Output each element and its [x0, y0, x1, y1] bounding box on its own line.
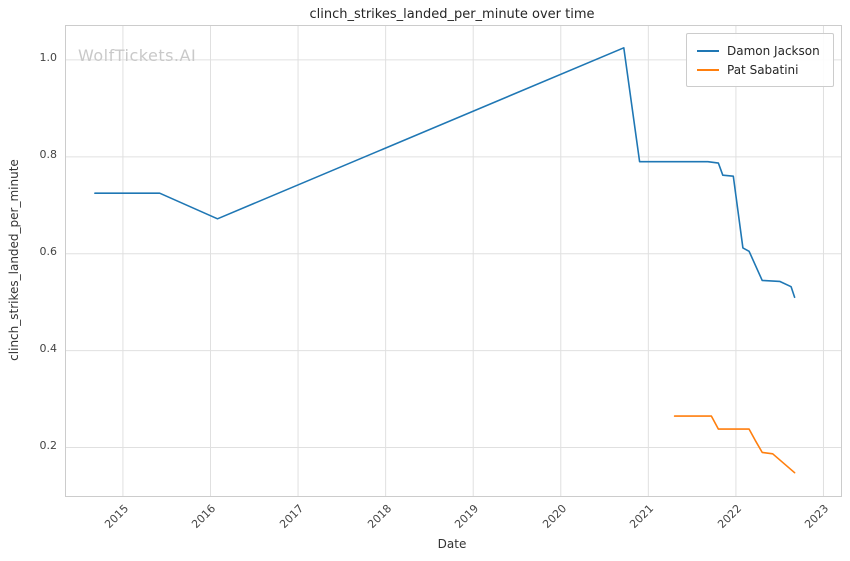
- x-tick-label: 2015: [102, 502, 132, 531]
- x-tick-label: 2020: [539, 502, 569, 531]
- legend-line-swatch: [697, 68, 719, 71]
- y-tick-label: 0.2: [39, 438, 58, 452]
- y-axis-label: clinch_strikes_landed_per_minute: [7, 159, 21, 361]
- x-tick-label: 2022: [715, 502, 745, 531]
- series-line-damon-jackson: [94, 46, 796, 299]
- x-tick-label: 2023: [802, 502, 832, 531]
- plot-area: [65, 25, 842, 497]
- series-line-pat-sabatini: [673, 415, 796, 474]
- legend-entry-pat-sabatini: Pat Sabatini: [697, 60, 823, 79]
- y-tick-label: 0.4: [39, 341, 58, 355]
- x-tick-label: 2021: [627, 502, 657, 531]
- legend-label: Damon Jackson: [727, 43, 820, 58]
- legend-label: Pat Sabatini: [727, 62, 799, 77]
- x-tick-label: 2016: [189, 502, 219, 531]
- legend: Damon Jackson Pat Sabatini: [686, 33, 834, 87]
- x-tick-label: 2018: [364, 502, 394, 531]
- y-tick-label: 1.0: [39, 50, 58, 64]
- legend-line-swatch: [697, 49, 719, 52]
- y-tick-label: 0.6: [39, 244, 58, 258]
- legend-entry-damon-jackson: Damon Jackson: [697, 41, 823, 60]
- watermark: WolfTickets.AI: [78, 46, 197, 65]
- x-tick-label: 2017: [277, 502, 307, 531]
- x-axis-label: Date: [437, 537, 467, 551]
- plot-canvas: [66, 26, 841, 496]
- chart-title: clinch_strikes_landed_per_minute over ti…: [309, 7, 595, 22]
- y-tick-label: 0.8: [39, 147, 58, 161]
